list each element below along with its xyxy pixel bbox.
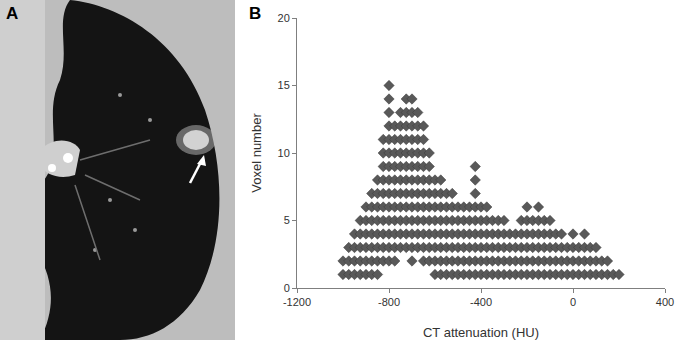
svg-text:-800: -800 — [378, 296, 400, 308]
html-text:A: A — [6, 4, 19, 23]
svg-text:-1200: -1200 — [283, 296, 311, 308]
svg-text:CT attenuation (HU): CT attenuation (HU) — [423, 325, 539, 340]
svg-text:-400: -400 — [470, 296, 492, 308]
svg-text:0: 0 — [284, 282, 290, 294]
svg-text:400: 400 — [656, 296, 674, 308]
svg-text:20: 20 — [278, 12, 290, 24]
svg-text:0: 0 — [570, 296, 576, 308]
svg-text:5: 5 — [284, 214, 290, 226]
svg-text:15: 15 — [278, 79, 290, 91]
svg-text:Voxel number: Voxel number — [249, 113, 264, 193]
svg-text:10: 10 — [278, 147, 290, 159]
html-text:B: B — [249, 4, 262, 23]
